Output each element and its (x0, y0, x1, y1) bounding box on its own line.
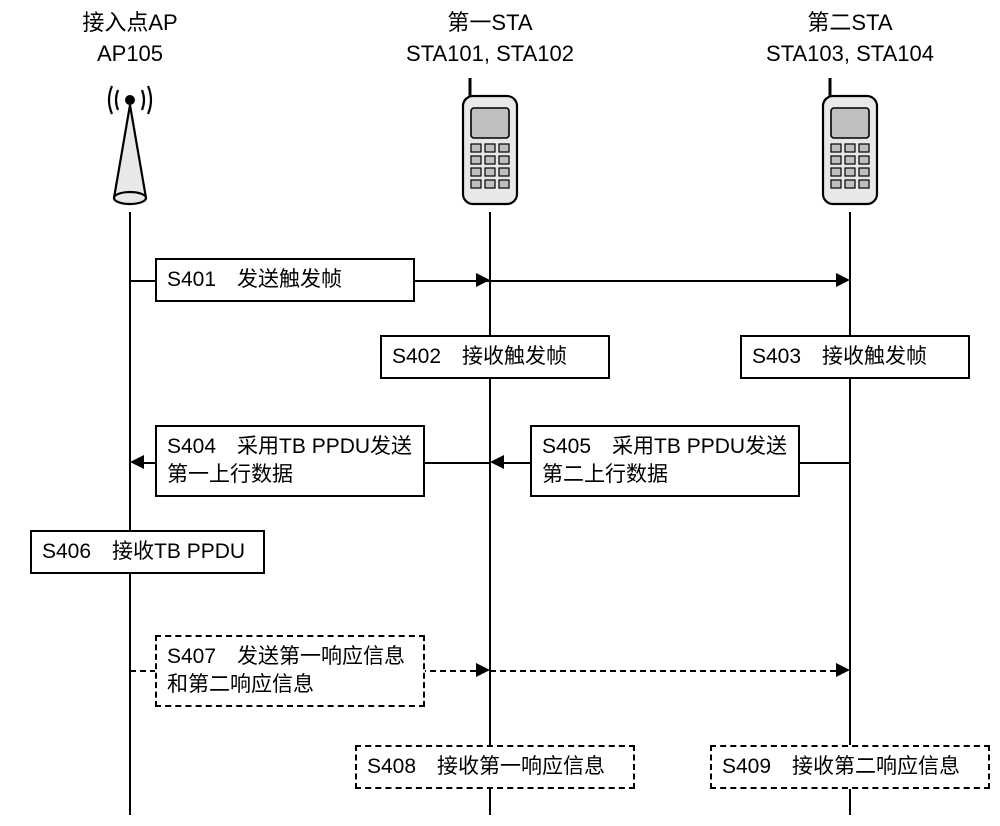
step-s402: S402 接收触发帧 (380, 335, 610, 379)
step-s409: S409 接收第二响应信息 (710, 745, 990, 789)
lifeline-sta1 (489, 212, 491, 815)
actor-sta1-label: 第一STA STA101, STA102 (395, 8, 585, 70)
step-s401-text: S401 发送触发帧 (167, 266, 342, 294)
lifeline-ap (129, 212, 131, 815)
arrowhead-s405 (490, 455, 504, 469)
step-s402-text: S402 接收触发帧 (392, 343, 567, 371)
step-s407: S407 发送第一响应信息和第二响应信息 (155, 635, 425, 707)
step-s403: S403 接收触发帧 (740, 335, 970, 379)
step-s408-text: S408 接收第一响应信息 (367, 753, 605, 781)
actor-ap-label: 接入点AP AP105 (60, 8, 200, 70)
step-s403-text: S403 接收触发帧 (752, 343, 927, 371)
actor-sta2-line2: STA103, STA104 (755, 39, 945, 70)
step-s405-text: S405 采用TB PPDU发送第二上行数据 (542, 433, 788, 490)
step-s404: S404 采用TB PPDU发送第一上行数据 (155, 425, 425, 497)
arrowhead-s401-sta2 (836, 273, 850, 287)
step-s406: S406 接收TB PPDU (30, 530, 265, 574)
step-s409-text: S409 接收第二响应信息 (722, 753, 960, 781)
actor-sta1-line1: 第一STA (395, 8, 585, 39)
sequence-diagram: 接入点AP AP105 第一STA STA101, STA102 第二STA S… (0, 0, 1000, 826)
ap-icon (100, 78, 160, 213)
step-s408: S408 接收第一响应信息 (355, 745, 635, 789)
arrowhead-s407-sta2 (836, 663, 850, 677)
step-s405: S405 采用TB PPDU发送第二上行数据 (530, 425, 800, 497)
actor-ap-line1: 接入点AP (60, 8, 200, 39)
actor-sta1-line2: STA101, STA102 (395, 39, 585, 70)
sta1-phone-icon (459, 78, 521, 213)
arrowhead-s404 (130, 455, 144, 469)
actor-sta2-line1: 第二STA (755, 8, 945, 39)
actor-sta2-label: 第二STA STA103, STA104 (755, 8, 945, 70)
step-s407-text: S407 发送第一响应信息和第二响应信息 (167, 643, 413, 700)
step-s404-text: S404 采用TB PPDU发送第一上行数据 (167, 433, 413, 490)
step-s401: S401 发送触发帧 (155, 258, 415, 302)
actor-ap-line2: AP105 (60, 39, 200, 70)
sta2-phone-icon (819, 78, 881, 213)
arrowhead-s401-sta1 (476, 273, 490, 287)
step-s406-text: S406 接收TB PPDU (42, 538, 245, 566)
arrowhead-s407-sta1 (476, 663, 490, 677)
lifeline-sta2 (849, 212, 851, 815)
